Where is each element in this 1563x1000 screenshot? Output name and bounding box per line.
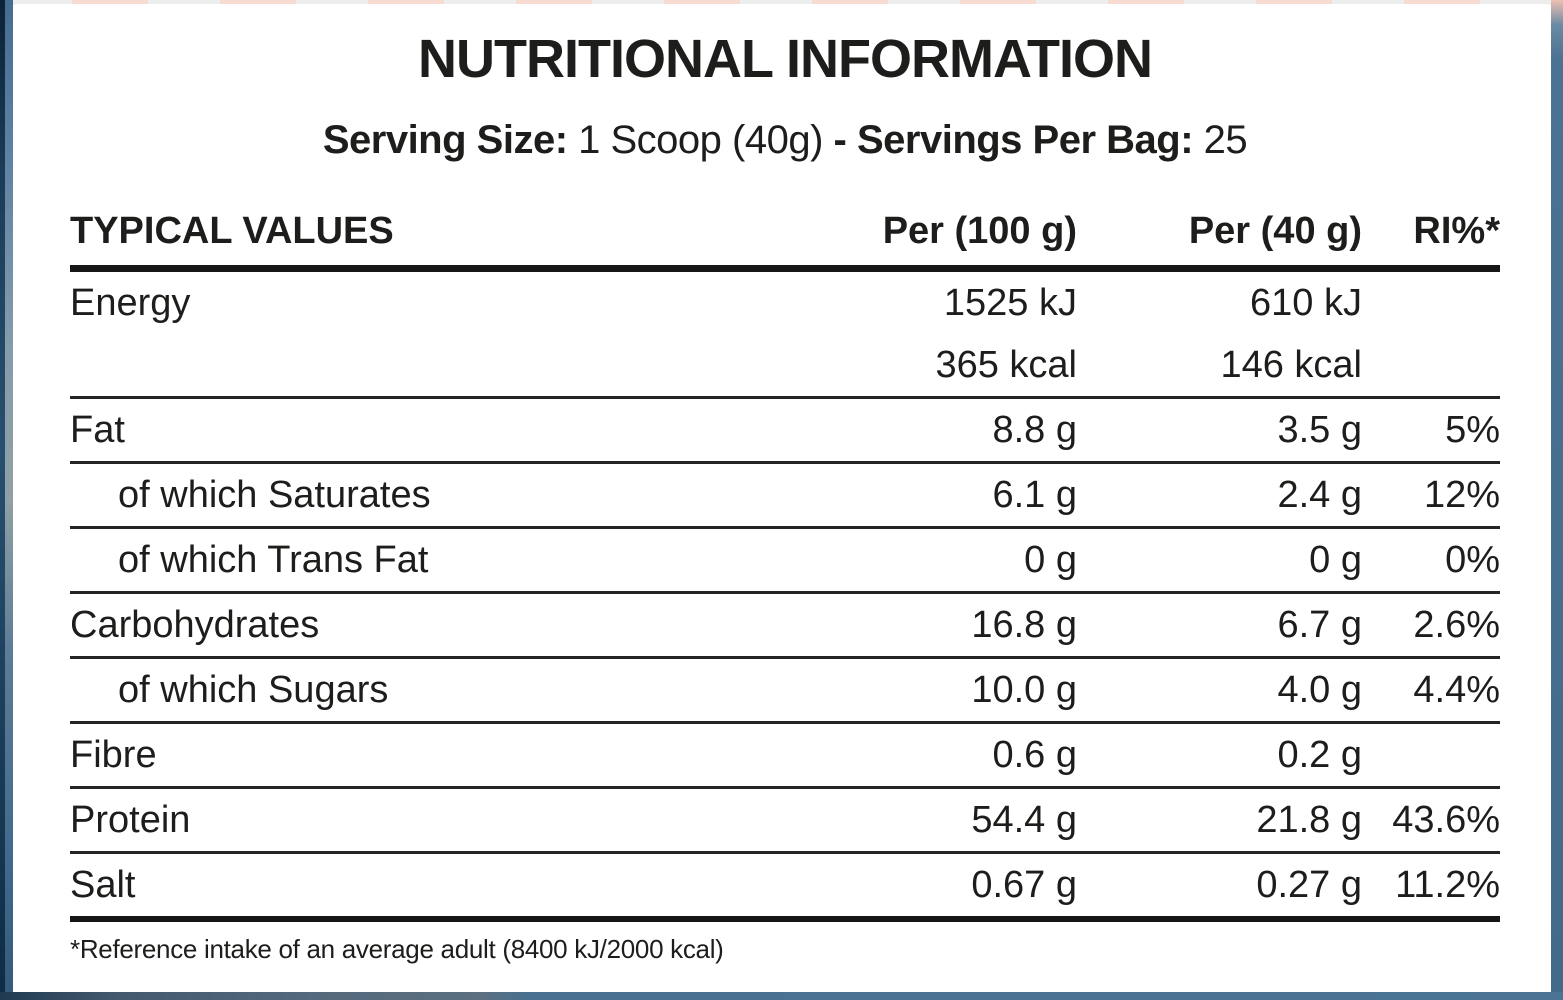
per-100g-value: 10.0 g xyxy=(837,657,1077,724)
per-40g-value: 2.4 g xyxy=(1077,462,1362,529)
background-left-blue-strip xyxy=(5,0,13,1000)
ri-percent-value: 0% xyxy=(1362,527,1500,594)
nutrition-table: TYPICAL VALUES Per (100 g) Per (40 g) RI… xyxy=(70,200,1500,922)
per-100g-value: 1525 kJ 365 kcal xyxy=(837,268,1077,399)
table-row: Carbohydrates 16.8 g 6.7 g 2.6% xyxy=(70,592,1500,659)
table-row: Fat 8.8 g 3.5 g 5% xyxy=(70,397,1500,464)
row-label: Fat xyxy=(70,397,837,464)
per-100g-value: 16.8 g xyxy=(837,592,1077,659)
table-row: of which Sugars 10.0 g 4.0 g 4.4% xyxy=(70,657,1500,724)
row-label: of which Saturates xyxy=(70,462,837,529)
table-row: Protein 54.4 g 21.8 g 43.6% xyxy=(70,787,1500,854)
table-row: Fibre 0.6 g 0.2 g xyxy=(70,722,1500,789)
serving-info-value: 25 xyxy=(1203,118,1248,162)
background-top-strip xyxy=(0,0,1563,5)
ri-percent-value: 2.6% xyxy=(1362,592,1500,659)
serving-info: Serving Size: 1 Scoop (40g) - Servings P… xyxy=(70,120,1500,160)
serving-info-value: 1 Scoop (40g) xyxy=(578,118,834,162)
nutrition-label-content: NUTRITIONAL INFORMATION Serving Size: 1 … xyxy=(13,32,1551,965)
nutrition-label-card: NUTRITIONAL INFORMATION Serving Size: 1 … xyxy=(13,4,1551,992)
ri-percent-value: 5% xyxy=(1362,397,1500,464)
table-row: of which Saturates 6.1 g 2.4 g 12% xyxy=(70,462,1500,529)
per-100g-value: 0.6 g xyxy=(837,722,1077,789)
row-label: Fibre xyxy=(70,722,837,789)
background-bottom-strip xyxy=(0,992,1563,1000)
per-40g-value: 0.2 g xyxy=(1077,722,1362,789)
ri-percent-value: 4.4% xyxy=(1362,657,1500,724)
header-ri-percent: RI%* xyxy=(1362,200,1500,272)
ri-percent-value: 11.2% xyxy=(1362,852,1500,922)
per-100g-value: 0 g xyxy=(837,527,1077,594)
table-row: Energy 1525 kJ 365 kcal 610 kJ 146 kcal xyxy=(70,268,1500,399)
header-per-40g: Per (40 g) xyxy=(1077,200,1362,272)
per-40g-value: 21.8 g xyxy=(1077,787,1362,854)
header-typical-values: TYPICAL VALUES xyxy=(70,200,837,272)
ri-percent-value xyxy=(1362,268,1500,399)
reference-intake-footnote: *Reference intake of an average adult (8… xyxy=(70,933,724,964)
serving-info-label: Serving Size: xyxy=(322,118,579,162)
per-100g-value: 0.67 g xyxy=(837,852,1077,922)
nutrition-table-header: TYPICAL VALUES Per (100 g) Per (40 g) RI… xyxy=(70,200,1500,272)
per-40g-value: 0.27 g xyxy=(1077,852,1362,922)
per-40g-value: 6.7 g xyxy=(1077,592,1362,659)
ri-percent-value: 12% xyxy=(1362,462,1500,529)
per-100g-value: 6.1 g xyxy=(837,462,1077,529)
row-label: Protein xyxy=(70,787,837,854)
ri-percent-value: 43.6% xyxy=(1362,787,1500,854)
row-label: Energy xyxy=(70,268,837,399)
page-title: NUTRITIONAL INFORMATION xyxy=(418,29,1153,89)
background-left-navy-strip xyxy=(0,0,5,1000)
per-40g-value: 610 kJ 146 kcal xyxy=(1077,268,1362,399)
row-label: of which Trans Fat xyxy=(70,527,837,594)
header-per-100g: Per (100 g) xyxy=(837,200,1077,272)
table-row: Salt 0.67 g 0.27 g 11.2% xyxy=(70,852,1500,922)
ri-percent-value xyxy=(1362,722,1500,789)
row-label: Salt xyxy=(70,852,837,922)
per-40g-value: 0 g xyxy=(1077,527,1362,594)
per-100g-value: 54.4 g xyxy=(837,787,1077,854)
per-100g-value: 8.8 g xyxy=(837,397,1077,464)
per-40g-value: 4.0 g xyxy=(1077,657,1362,724)
serving-info-label: - Servings Per Bag: xyxy=(833,118,1204,162)
per-40g-value: 3.5 g xyxy=(1077,397,1362,464)
background-right-strip xyxy=(1551,0,1563,1000)
header-row: TYPICAL VALUES Per (100 g) Per (40 g) RI… xyxy=(70,200,1500,272)
nutrition-table-body: Energy 1525 kJ 365 kcal 610 kJ 146 kcal Fat 8.… xyxy=(70,268,1500,922)
row-label: Carbohydrates xyxy=(70,592,837,659)
row-label: of which Sugars xyxy=(70,657,837,724)
